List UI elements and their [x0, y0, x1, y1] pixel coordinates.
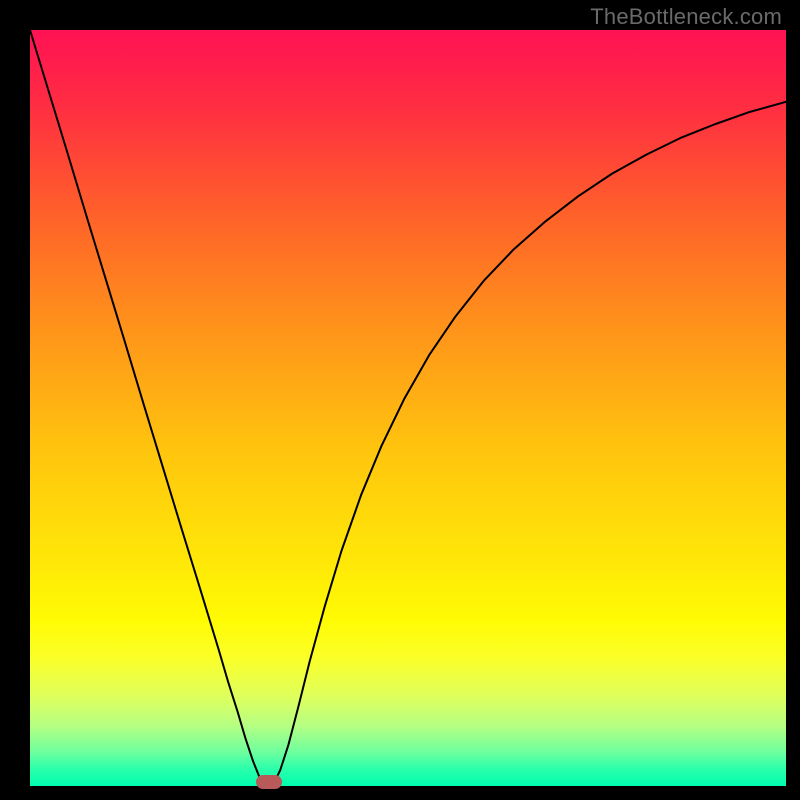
watermark-text: TheBottleneck.com — [590, 4, 782, 30]
curve-svg — [30, 30, 786, 786]
minimum-marker — [256, 775, 282, 789]
plot-area — [30, 30, 786, 786]
bottleneck-curve — [30, 30, 786, 786]
chart-container: TheBottleneck.com — [0, 0, 800, 800]
